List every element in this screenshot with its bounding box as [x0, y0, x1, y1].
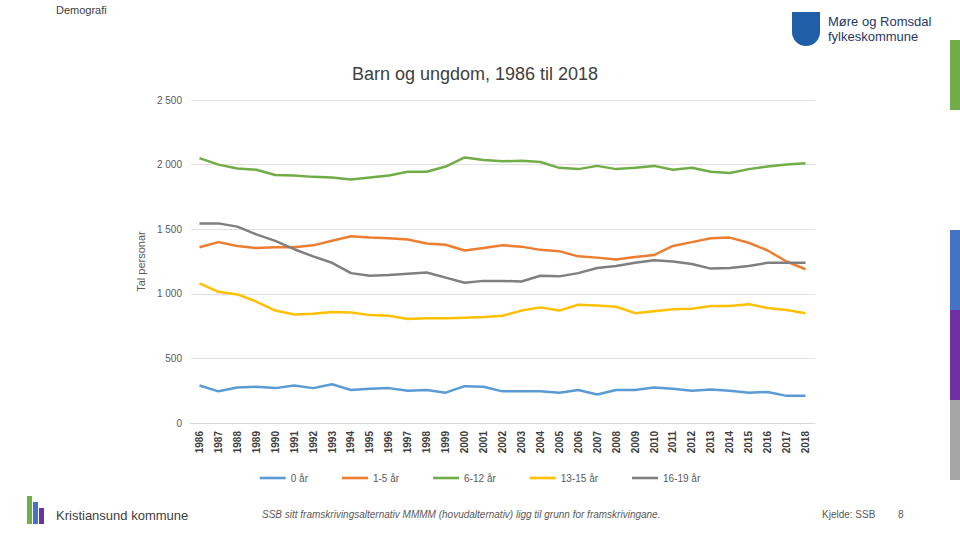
- svg-text:1993: 1993: [327, 431, 338, 454]
- svg-text:2003: 2003: [516, 431, 527, 454]
- svg-text:2005: 2005: [554, 431, 565, 454]
- svg-text:2018: 2018: [800, 431, 811, 454]
- svg-text:2002: 2002: [497, 431, 508, 454]
- svg-text:2010: 2010: [649, 431, 660, 454]
- svg-text:2016: 2016: [762, 431, 773, 454]
- html-text:Møre og Romsdal fylkeskommune: Møre og Romsdal fylkeskommune: [828, 14, 932, 44]
- html-text:Kjelde: SSB: Kjelde: SSB: [822, 509, 876, 520]
- svg-text:2012: 2012: [686, 431, 697, 454]
- svg-text:1 500: 1 500: [157, 224, 182, 235]
- svg-text:1989: 1989: [251, 431, 262, 454]
- svg-text:1996: 1996: [383, 431, 394, 454]
- svg-text:0: 0: [176, 418, 182, 429]
- svg-text:13-15 år: 13-15 år: [561, 473, 599, 484]
- svg-text:1995: 1995: [364, 431, 375, 454]
- svg-text:0 år: 0 år: [291, 473, 309, 484]
- svg-text:2014: 2014: [724, 431, 735, 454]
- svg-text:2 500: 2 500: [157, 95, 182, 106]
- svg-text:1994: 1994: [345, 431, 356, 454]
- svg-text:1-5 år: 1-5 år: [373, 473, 400, 484]
- svg-text:2007: 2007: [592, 431, 603, 454]
- svg-text:2009: 2009: [630, 431, 641, 454]
- svg-text:1990: 1990: [270, 431, 281, 454]
- html-text:Demografi: Demografi: [56, 4, 107, 16]
- svg-text:500: 500: [165, 353, 182, 364]
- svg-text:1987: 1987: [213, 431, 224, 454]
- svg-text:1997: 1997: [402, 431, 413, 454]
- svg-text:16-19 år: 16-19 år: [663, 473, 701, 484]
- svg-text:1986: 1986: [194, 431, 205, 454]
- svg-text:2000: 2000: [459, 431, 470, 454]
- svg-text:1999: 1999: [440, 431, 451, 454]
- svg-text:2011: 2011: [667, 431, 678, 453]
- svg-text:1 000: 1 000: [157, 288, 182, 299]
- html-text:SSB sitt framskrivingsalternat: SSB sitt framskrivingsalternativ MMMM (h…: [262, 509, 661, 520]
- svg-text:1988: 1988: [232, 431, 243, 454]
- svg-text:2001: 2001: [478, 431, 489, 454]
- svg-text:2008: 2008: [611, 431, 622, 454]
- svg-text:2 000: 2 000: [157, 159, 182, 170]
- html-text:Kristiansund kommune: Kristiansund kommune: [56, 508, 189, 523]
- svg-text:2017: 2017: [781, 431, 792, 454]
- svg-text:1991: 1991: [289, 431, 300, 454]
- svg-text:6-12 år: 6-12 år: [464, 473, 496, 484]
- svg-text:2013: 2013: [705, 431, 716, 454]
- svg-text:2006: 2006: [573, 431, 584, 454]
- html-text:8: 8: [898, 509, 904, 520]
- svg-text:2004: 2004: [535, 431, 546, 454]
- svg-text:2015: 2015: [743, 431, 754, 454]
- svg-text:1992: 1992: [308, 431, 319, 454]
- svg-text:1998: 1998: [421, 431, 432, 454]
- svg-text:Tal personar: Tal personar: [135, 231, 147, 292]
- svg-text:Barn og ungdom, 1986 til 2018: Barn og ungdom, 1986 til 2018: [352, 64, 598, 84]
